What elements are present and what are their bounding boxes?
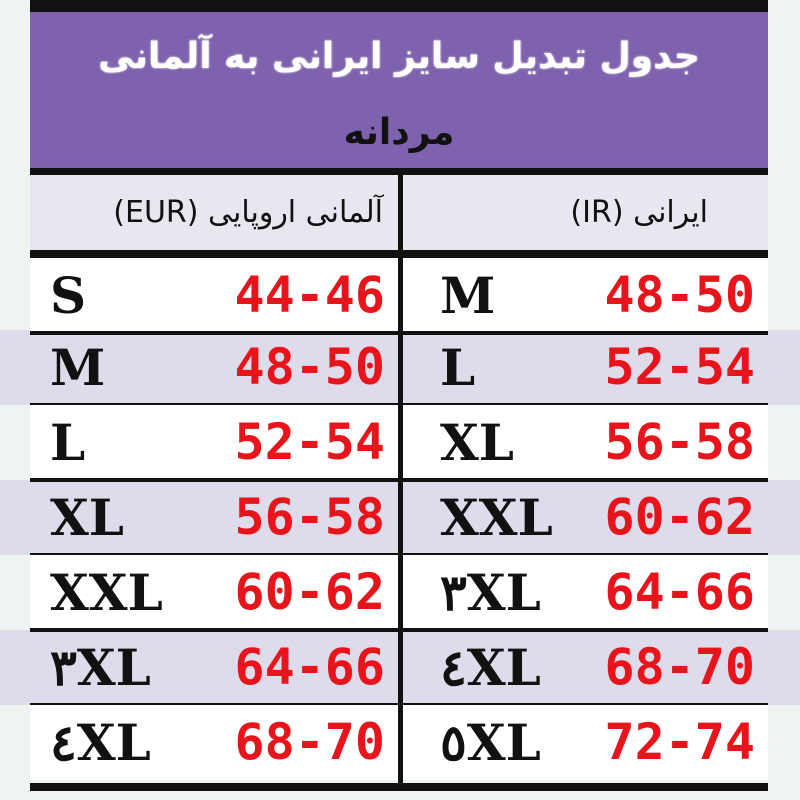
eur-range: 52-54: [234, 413, 385, 471]
ir-size: ٥XL: [440, 713, 541, 772]
ir-range: 52-54: [604, 338, 755, 396]
title-band: جدول تبدیل سایز ایرانی به آلمانی مردانه: [30, 12, 768, 168]
ir-size: M: [440, 266, 496, 325]
ir-range: 68-70: [604, 638, 755, 696]
eur-size: S: [50, 266, 87, 325]
eur-range: 48-50: [234, 338, 385, 396]
table-row: ٣XL 64-66 ٤XL 68-70: [30, 630, 768, 705]
ir-size: XL: [440, 413, 514, 472]
top-border: [30, 0, 768, 12]
ir-size: ٣XL: [440, 563, 541, 622]
eur-size: XL: [50, 488, 124, 547]
ir-range: 60-62: [604, 488, 755, 546]
chart-subtitle: مردانه: [343, 112, 455, 153]
table-row: XL 56-58 XXL 60-62: [30, 480, 768, 555]
ir-range: 56-58: [604, 413, 755, 471]
ir-column-header: ایرانی (IR): [570, 195, 708, 230]
ir-size: XXL: [440, 488, 553, 547]
table-row: M 48-50 L 52-54: [30, 330, 768, 405]
eur-size: M: [50, 338, 106, 397]
column-divider: [398, 175, 403, 790]
ir-size: ٤XL: [440, 638, 541, 697]
eur-size: XXL: [50, 563, 163, 622]
eur-range: 44-46: [234, 266, 385, 324]
eur-column-header: آلمانی اروپایی (EUR): [113, 195, 383, 230]
eur-size: ٤XL: [50, 713, 151, 772]
size-conversion-table: جدول تبدیل سایز ایرانی به آلمانی مردانه …: [30, 0, 768, 800]
eur-range: 68-70: [234, 713, 385, 771]
ir-range: 72-74: [604, 713, 755, 771]
eur-range: 60-62: [234, 563, 385, 621]
eur-range: 64-66: [234, 638, 385, 696]
ir-range: 48-50: [604, 266, 755, 324]
eur-range: 56-58: [234, 488, 385, 546]
eur-size: L: [50, 413, 86, 472]
divider: [30, 168, 768, 175]
eur-size: ٣XL: [50, 638, 151, 697]
chart-title: جدول تبدیل سایز ایرانی به آلمانی: [98, 36, 700, 77]
ir-size: L: [440, 338, 476, 397]
ir-range: 64-66: [604, 563, 755, 621]
